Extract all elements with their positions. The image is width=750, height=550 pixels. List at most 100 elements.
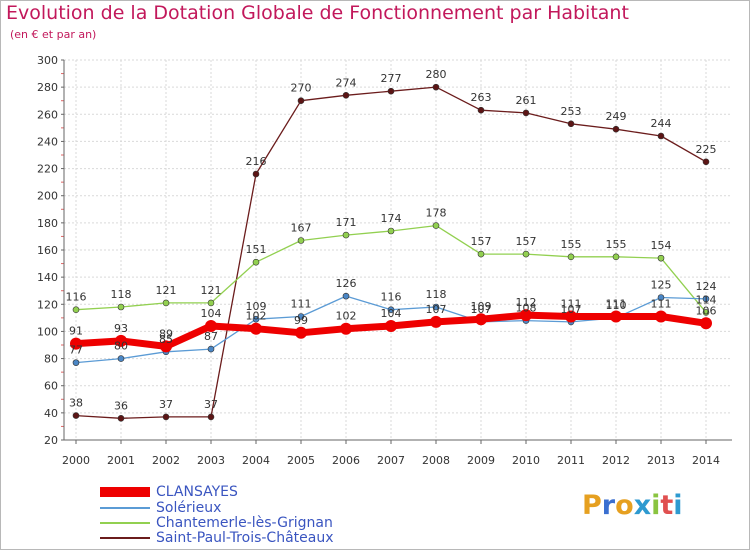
y-tick-label: 60	[44, 380, 58, 393]
legend-label: Chantemerle-lès-Grignan	[156, 515, 333, 531]
data-label: 114	[696, 293, 717, 306]
data-point	[567, 253, 575, 261]
data-label: 37	[204, 398, 218, 411]
data-point	[385, 320, 397, 332]
data-point	[72, 359, 80, 366]
data-point	[115, 334, 127, 347]
data-label: 107	[471, 303, 492, 316]
data-label: 111	[606, 298, 627, 311]
data-point	[657, 254, 665, 262]
x-tick-label: 2010	[512, 454, 540, 467]
x-tick-label: 2003	[197, 454, 225, 467]
data-label: 274	[336, 76, 357, 89]
data-label: 107	[426, 303, 447, 316]
data-label: 167	[291, 222, 312, 235]
x-tick-label: 2001	[107, 454, 135, 467]
data-point	[477, 106, 485, 114]
data-label: 111	[561, 298, 582, 311]
data-point	[477, 250, 485, 258]
data-point	[522, 250, 530, 258]
data-label: 174	[381, 212, 402, 225]
x-tick-label: 2005	[287, 454, 315, 467]
y-tick-label: 260	[37, 108, 58, 121]
data-label: 244	[651, 117, 672, 130]
legend-item: CLANSAYES	[100, 484, 238, 500]
data-label: 102	[336, 310, 357, 323]
data-label: 38	[69, 397, 83, 410]
data-label: 151	[246, 243, 267, 256]
data-label: 112	[516, 296, 537, 309]
data-label: 110	[606, 299, 627, 312]
data-point	[520, 309, 532, 322]
data-label: 85	[159, 333, 173, 346]
x-tick-label: 2008	[422, 454, 450, 467]
x-tick-label: 2002	[152, 454, 180, 467]
legend-item: Solérieux	[100, 500, 221, 516]
y-tick-label: 300	[37, 54, 58, 67]
data-label: 80	[114, 340, 128, 353]
chart-subtitle: (en € et par an)	[10, 28, 97, 41]
data-point	[387, 227, 395, 235]
y-tick-label: 200	[37, 190, 58, 203]
data-label: 104	[201, 307, 222, 320]
data-point	[72, 306, 80, 314]
data-point	[430, 315, 442, 328]
data-label: 109	[246, 300, 267, 313]
data-label: 171	[336, 216, 357, 229]
data-label: 108	[516, 302, 537, 315]
x-tick-label: 2007	[377, 454, 405, 467]
data-label: 124	[696, 280, 717, 293]
data-label: 89	[159, 327, 173, 340]
data-label: 111	[651, 298, 672, 311]
data-label: 99	[294, 314, 308, 327]
data-point	[657, 294, 665, 301]
data-label: 277	[381, 72, 402, 85]
data-point	[342, 91, 350, 99]
data-point	[207, 299, 215, 307]
data-point	[117, 303, 125, 311]
data-label: 109	[471, 300, 492, 313]
x-tick-label: 2014	[692, 454, 720, 467]
data-label: 280	[426, 68, 447, 81]
data-point	[72, 412, 80, 419]
data-point	[340, 322, 352, 335]
legend-swatch	[100, 537, 150, 539]
legend-swatch	[100, 487, 150, 497]
data-label: 37	[159, 398, 173, 411]
data-point	[162, 299, 170, 307]
data-point	[117, 355, 125, 362]
data-label: 253	[561, 105, 582, 118]
data-label: 36	[114, 399, 128, 412]
data-label: 118	[426, 288, 447, 301]
x-tick-label: 2000	[62, 454, 90, 467]
y-tick-label: 240	[37, 135, 58, 148]
proxiti-logo: Proxiti	[582, 490, 683, 521]
y-tick-label: 160	[37, 244, 58, 257]
data-point	[70, 337, 82, 350]
data-point	[205, 320, 217, 332]
data-label: 125	[651, 279, 672, 292]
data-label: 87	[204, 330, 218, 343]
data-point	[432, 222, 440, 229]
y-tick-label: 280	[37, 81, 58, 94]
y-tick-label: 140	[37, 271, 58, 284]
legend-swatch	[100, 522, 150, 524]
legend-label: CLANSAYES	[156, 484, 238, 500]
data-point	[655, 310, 667, 323]
data-point	[657, 132, 665, 140]
legend-item: Chantemerle-lès-Grignan	[100, 515, 333, 531]
data-point	[295, 326, 307, 339]
data-point	[432, 83, 440, 91]
data-label: 104	[381, 307, 402, 320]
data-point	[700, 317, 712, 330]
x-tick-label: 2011	[557, 454, 585, 467]
y-tick-label: 80	[44, 353, 58, 366]
data-point	[342, 292, 350, 300]
data-label: 261	[516, 94, 537, 107]
data-label: 157	[516, 235, 537, 248]
data-label: 77	[69, 344, 83, 357]
x-tick-label: 2004	[242, 454, 270, 467]
data-point	[297, 97, 305, 105]
legend-label: Saint-Paul-Trois-Châteaux	[156, 530, 334, 546]
data-point	[342, 231, 350, 239]
